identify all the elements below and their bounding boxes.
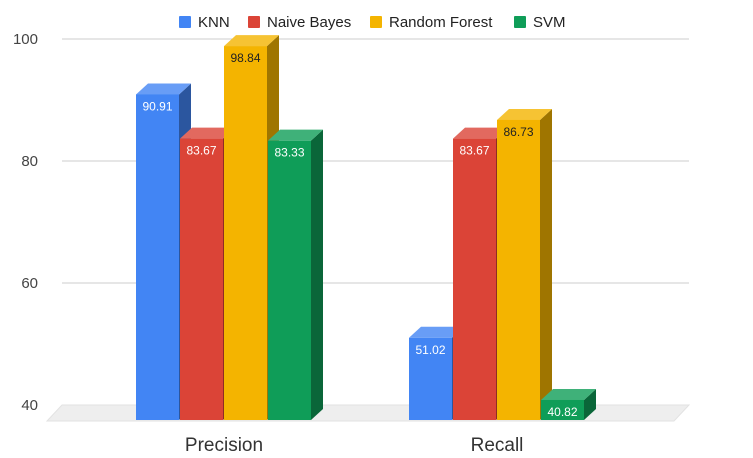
data-label: 86.73 — [503, 125, 533, 139]
data-label: 90.91 — [142, 99, 172, 113]
legend-swatch — [179, 16, 191, 28]
legend-label: SVM — [533, 14, 566, 31]
x-tick-label: Recall — [471, 435, 524, 456]
y-tick-label: 80 — [21, 153, 38, 170]
data-label: 83.67 — [459, 144, 489, 158]
bar-random-forest-recall[interactable] — [497, 108, 552, 421]
x-tick-label: Precision — [185, 435, 263, 456]
legend-item-random-forest[interactable]: Random Forest — [370, 14, 493, 31]
legend-swatch — [370, 16, 382, 28]
legend-swatch — [514, 16, 526, 28]
data-label: 40.82 — [547, 405, 577, 419]
data-label: 51.02 — [415, 343, 445, 357]
bars: 90.91 83.67 98.84 83.33 51.02 83.67 86.73 40.82 — [136, 35, 596, 421]
bar-svm-recall[interactable] — [541, 388, 596, 420]
y-tick-label: 40 — [21, 397, 38, 414]
legend-item-svm[interactable]: SVM — [514, 14, 566, 31]
legend-swatch — [248, 16, 260, 28]
x-axis: Precision Recall — [185, 435, 523, 456]
data-label: 83.67 — [186, 144, 216, 158]
legend-label: KNN — [198, 14, 230, 31]
legend-label: Naive Bayes — [267, 14, 351, 31]
y-tick-label: 60 — [21, 275, 38, 292]
legend[interactable]: KNN Naive Bayes Random Forest SVM — [179, 14, 566, 31]
y-axis: 40 60 80 100 — [13, 31, 38, 414]
data-label: 98.84 — [230, 51, 260, 65]
bar-svm-precision[interactable] — [268, 129, 323, 420]
y-tick-label: 100 — [13, 31, 38, 48]
data-label: 83.33 — [274, 146, 304, 160]
legend-label: Random Forest — [389, 14, 493, 31]
legend-item-naive-bayes[interactable]: Naive Bayes — [248, 14, 351, 31]
legend-item-knn[interactable]: KNN — [179, 14, 230, 31]
